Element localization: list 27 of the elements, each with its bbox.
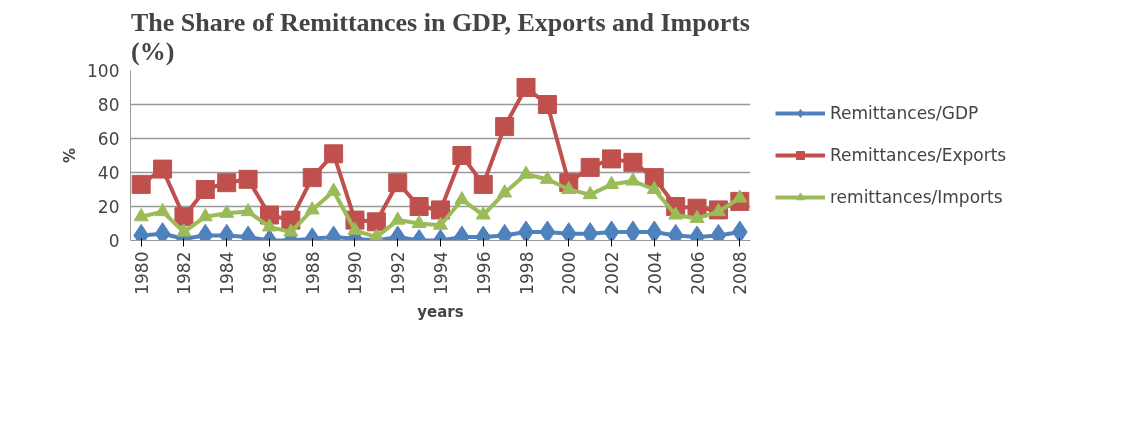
y-tick-label: 80 xyxy=(97,95,120,115)
legend-label: Remittances/Exports xyxy=(830,145,1007,165)
legend-label: remittances/Imports xyxy=(830,187,1003,207)
y-tick-label: 40 xyxy=(97,163,120,183)
x-tick-label: 2006 xyxy=(687,251,708,295)
y-tick-label: 0 xyxy=(108,231,120,251)
chart-title: The Share of Remittances in GDP, Exports and Imports (%) xyxy=(131,7,750,66)
x-tick-label: 1996 xyxy=(473,251,494,295)
x-tick-label: 1980 xyxy=(131,251,152,295)
y-tick-label: 60 xyxy=(97,129,120,149)
x-tick-label: 2004 xyxy=(644,251,665,295)
x-tick-label: 2000 xyxy=(559,251,580,295)
x-axis-title: years xyxy=(417,302,464,321)
legend-label: Remittances/GDP xyxy=(830,103,979,123)
x-tick-label: 1990 xyxy=(345,251,366,295)
y-axis-title: % xyxy=(61,147,80,164)
x-tick-label: 1984 xyxy=(217,251,238,295)
x-tick-label: 1988 xyxy=(302,251,323,295)
y-tick-label: 100 xyxy=(87,61,120,81)
x-tick-label: 2008 xyxy=(730,251,751,295)
x-tick-label: 1994 xyxy=(431,251,451,295)
x-tick-label: 1982 xyxy=(174,251,195,295)
x-tick-label: 2002 xyxy=(602,251,623,295)
x-tick-label: 1992 xyxy=(388,251,409,295)
x-tick-label: 1986 xyxy=(259,251,280,295)
y-tick-label: 20 xyxy=(97,197,120,217)
x-tick-label: 1998 xyxy=(516,251,537,295)
